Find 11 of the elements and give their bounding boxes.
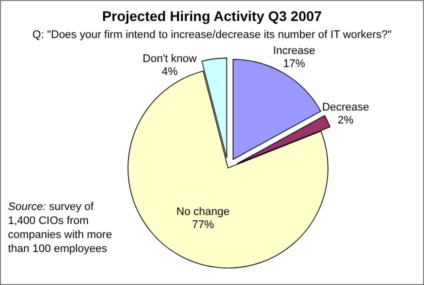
slice-label: Don't know [142, 53, 197, 65]
slice-label: Increase [273, 45, 316, 58]
source-note: Source: survey of 1,400 CIOs from companies with more than 100 employees [8, 201, 112, 255]
data-label: 77% [192, 219, 214, 232]
chart-subtitle: Q: "Does your firm intend to increase/decrease its number of IT workers?" [32, 29, 392, 41]
data-label: 4% [162, 66, 178, 78]
slice-label: No change [176, 206, 230, 218]
slice-label: Decrease [322, 102, 370, 114]
chart-title: Projected Hiring Activity Q3 2007 [102, 8, 322, 24]
data-label: 2% [338, 114, 354, 127]
data-label: 17% [283, 58, 306, 70]
